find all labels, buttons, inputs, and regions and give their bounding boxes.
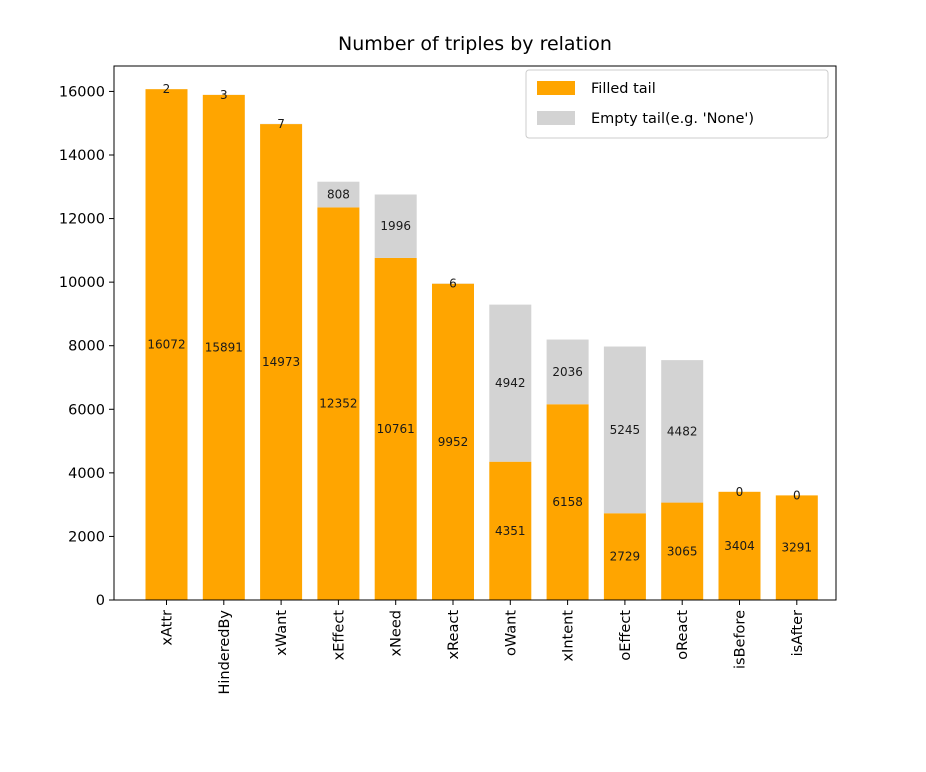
- x-tick-label-oeffect: oEffect: [618, 610, 634, 661]
- data-label-filled-xwant: 14973: [262, 355, 300, 369]
- bar-filled-isafter: [775, 495, 818, 600]
- x-tick-label-xintent: xIntent: [561, 610, 577, 662]
- data-labels-layer: 16072 2 15891 3 14973 7 12352 808 10761 1996 9952 6…: [147, 82, 812, 564]
- data-label-filled-owant: 4351: [495, 524, 526, 538]
- legend-box: [525, 69, 829, 139]
- legend-label-empty-tail: Empty tail(e.g. 'None'): [591, 111, 754, 127]
- data-label-empty-owant: 4942: [495, 376, 526, 390]
- data-label-empty-xintent: 2036: [552, 365, 583, 379]
- data-label-empty-oreact: 4482: [667, 424, 698, 438]
- bar-empty-xintent: [546, 339, 589, 405]
- plot-area-frame: [113, 65, 837, 601]
- bar-filled-xreact: [432, 283, 474, 600]
- legend-swatch-empty-tail: [537, 111, 575, 125]
- bar-empty-xeffect: [317, 181, 360, 208]
- data-label-empty-xwant: 7: [277, 117, 285, 131]
- x-tick-label-isafter: isAfter: [790, 610, 806, 656]
- data-label-filled-oreact: 3065: [667, 544, 698, 558]
- data-label-filled-xeffect: 12352: [319, 397, 357, 411]
- chart-title: Number of triples by relation: [338, 33, 612, 55]
- y-tick-label-12000: 12000: [59, 212, 105, 228]
- data-label-empty-isbefore: 0: [736, 485, 744, 499]
- bar-empty-oreact: [661, 360, 704, 503]
- y-tick-label-8000: 8000: [68, 339, 105, 355]
- x-tick-label-isbefore: isBefore: [733, 610, 749, 669]
- y-tick-label-14000: 14000: [59, 148, 105, 164]
- y-tick-label-2000: 2000: [68, 529, 105, 545]
- data-label-empty-oeffect: 5245: [610, 423, 641, 437]
- data-label-empty-xreact: 6: [449, 277, 457, 291]
- x-tick-label-owant: oWant: [503, 610, 519, 656]
- y-tick-label-0: 0: [96, 593, 105, 609]
- y-tick-label-6000: 6000: [68, 402, 105, 418]
- legend-label-filled-tail: Filled tail: [591, 81, 656, 97]
- bar-filled-xattr: [145, 89, 188, 600]
- x-axis: xAttr HinderedBy xWant xEffect xNeed xReact oW…: [160, 600, 806, 695]
- data-label-filled-isafter: 3291: [782, 541, 813, 555]
- data-label-filled-hinderedby: 15891: [205, 340, 243, 354]
- bar-empty-oeffect: [603, 346, 646, 514]
- data-label-empty-isafter: 0: [793, 488, 801, 502]
- bar-filled-oreact: [661, 502, 704, 600]
- data-label-filled-xreact: 9952: [438, 435, 469, 449]
- y-tick-label-10000: 10000: [59, 275, 105, 291]
- data-label-empty-xneed: 1996: [380, 219, 411, 233]
- data-label-empty-hinderedby: 3: [220, 88, 228, 102]
- data-label-filled-xattr: 16072: [147, 338, 185, 352]
- legend-swatch-filled-tail: [537, 81, 575, 95]
- x-tick-label-xreact: xReact: [446, 610, 462, 660]
- data-label-empty-xattr: 2: [163, 82, 171, 96]
- bar-filled-isbefore: [718, 491, 761, 600]
- x-tick-label-xwant: xWant: [274, 610, 290, 656]
- bar-filled-xneed: [374, 257, 417, 600]
- bar-filled-owant: [489, 461, 532, 600]
- data-label-filled-xneed: 10761: [377, 422, 415, 436]
- x-tick-label-oreact: oReact: [675, 610, 691, 660]
- bar-empty-xneed: [374, 194, 417, 258]
- bar-filled-xwant: [260, 124, 303, 600]
- data-label-empty-xeffect: 808: [327, 188, 350, 202]
- data-label-filled-oeffect: 2729: [610, 550, 641, 564]
- legend: Filled tail Empty tail(e.g. 'None'): [525, 69, 829, 139]
- bar-filled-hinderedby: [202, 94, 245, 600]
- y-tick-label-16000: 16000: [59, 84, 105, 100]
- y-axis: 0 2000 4000 6000 8000 10000 12000 14000 16000: [59, 84, 114, 609]
- y-tick-label-4000: 4000: [68, 466, 105, 482]
- bar-filled-xeffect: [317, 207, 360, 600]
- bar-filled-xintent: [546, 404, 589, 600]
- bar-empty-owant: [489, 304, 532, 462]
- x-tick-label-xeffect: xEffect: [331, 610, 347, 661]
- data-label-filled-xintent: 6158: [552, 495, 583, 509]
- data-label-filled-isbefore: 3404: [724, 539, 755, 553]
- x-tick-label-xattr: xAttr: [160, 610, 176, 646]
- x-tick-label-xneed: xNeed: [389, 610, 405, 656]
- x-tick-label-hinderedby: HinderedBy: [217, 610, 233, 695]
- bar-filled-oeffect: [603, 513, 646, 600]
- bars-layer: [145, 89, 818, 600]
